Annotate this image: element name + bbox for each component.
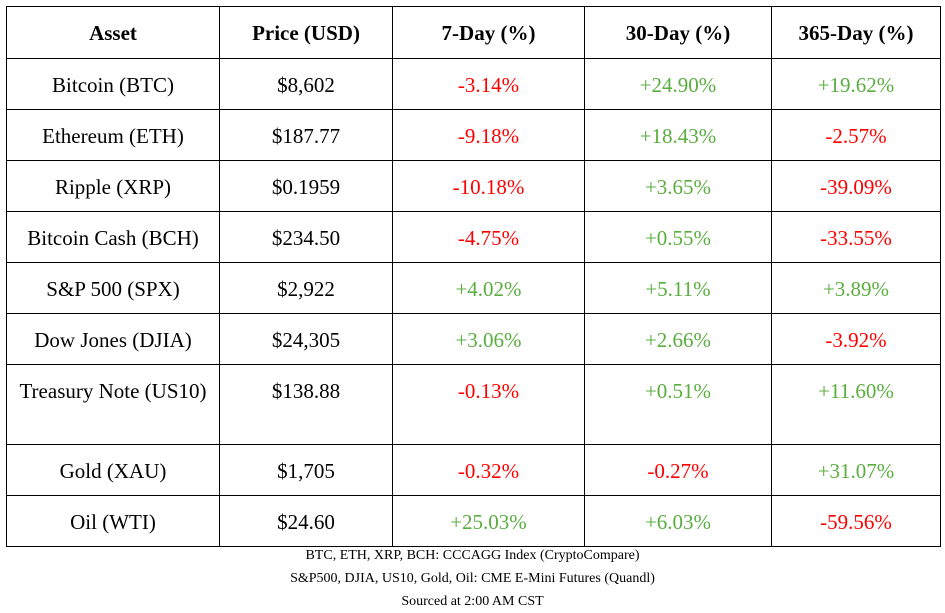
table-row: Dow Jones (DJIA) $24,305 +3.06% +2.66% -…: [6, 313, 941, 365]
change-365-day-cell: +3.89%: [771, 262, 941, 314]
change-365-day-cell: +31.07%: [771, 444, 941, 496]
performance-table-wrapper: Asset Price (USD) 7-Day (%) 30-Day (%) 3…: [6, 6, 941, 547]
price-cell: $2,922: [219, 262, 393, 314]
change-365-day-cell: -3.92%: [771, 313, 941, 365]
header-30-day: 30-Day (%): [584, 6, 772, 59]
table-row: Treasury Note (US10) $138.88 -0.13% +0.5…: [6, 364, 941, 445]
header-asset: Asset: [6, 6, 220, 59]
asset-cell: Bitcoin (BTC): [6, 58, 220, 110]
change-365-day-cell: -33.55%: [771, 211, 941, 263]
asset-cell: Ripple (XRP): [6, 160, 220, 212]
price-cell: $24,305: [219, 313, 393, 365]
change-30-day-cell: +24.90%: [584, 58, 772, 110]
price-cell: $0.1959: [219, 160, 393, 212]
change-365-day-cell: -2.57%: [771, 109, 941, 161]
change-30-day-cell: -0.27%: [584, 444, 772, 496]
price-cell: $234.50: [219, 211, 393, 263]
table-row: S&P 500 (SPX) $2,922 +4.02% +5.11% +3.89…: [6, 262, 941, 314]
change-7-day-cell: -0.32%: [392, 444, 585, 496]
change-7-day-cell: -10.18%: [392, 160, 585, 212]
asset-cell: Ethereum (ETH): [6, 109, 220, 161]
table-row: Bitcoin Cash (BCH) $234.50 -4.75% +0.55%…: [6, 211, 941, 263]
price-cell: $1,705: [219, 444, 393, 496]
change-365-day-cell: +11.60%: [771, 364, 941, 445]
change-7-day-cell: -4.75%: [392, 211, 585, 263]
price-cell: $187.77: [219, 109, 393, 161]
change-7-day-cell: +3.06%: [392, 313, 585, 365]
price-cell: $24.60: [219, 495, 393, 547]
price-cell: $138.88: [219, 364, 393, 445]
change-7-day-cell: -9.18%: [392, 109, 585, 161]
change-30-day-cell: +0.51%: [584, 364, 772, 445]
change-365-day-cell: -59.56%: [771, 495, 941, 547]
change-30-day-cell: +5.11%: [584, 262, 772, 314]
change-7-day-cell: -3.14%: [392, 58, 585, 110]
source-notes: BTC, ETH, XRP, BCH: CCCAGG Index (Crypto…: [0, 544, 945, 613]
change-7-day-cell: +25.03%: [392, 495, 585, 547]
source-note-futures: S&P500, DJIA, US10, Gold, Oil: CME E-Min…: [290, 571, 655, 586]
asset-cell: Gold (XAU): [6, 444, 220, 496]
table-row: Ripple (XRP) $0.1959 -10.18% +3.65% -39.…: [6, 160, 941, 212]
asset-cell: Dow Jones (DJIA): [6, 313, 220, 365]
source-note-crypto: BTC, ETH, XRP, BCH: CCCAGG Index (Crypto…: [305, 548, 640, 563]
change-30-day-cell: +0.55%: [584, 211, 772, 263]
change-30-day-cell: +3.65%: [584, 160, 772, 212]
header-365-day: 365-Day (%): [771, 6, 941, 59]
table-row: Bitcoin (BTC) $8,602 -3.14% +24.90% +19.…: [6, 58, 941, 110]
change-365-day-cell: -39.09%: [771, 160, 941, 212]
header-price: Price (USD): [219, 6, 393, 59]
asset-cell: Oil (WTI): [6, 495, 220, 547]
table-row: Gold (XAU) $1,705 -0.32% -0.27% +31.07%: [6, 444, 941, 496]
asset-cell: Treasury Note (US10): [6, 364, 220, 445]
asset-cell: Bitcoin Cash (BCH): [6, 211, 220, 263]
change-365-day-cell: +19.62%: [771, 58, 941, 110]
price-cell: $8,602: [219, 58, 393, 110]
performance-table: Asset Price (USD) 7-Day (%) 30-Day (%) 3…: [6, 6, 941, 547]
asset-cell: S&P 500 (SPX): [6, 262, 220, 314]
header-7-day: 7-Day (%): [392, 6, 585, 59]
table-row: Ethereum (ETH) $187.77 -9.18% +18.43% -2…: [6, 109, 941, 161]
table-row: Oil (WTI) $24.60 +25.03% +6.03% -59.56%: [6, 495, 941, 547]
change-30-day-cell: +18.43%: [584, 109, 772, 161]
source-note-timestamp: Sourced at 2:00 AM CST: [401, 594, 544, 609]
change-7-day-cell: +4.02%: [392, 262, 585, 314]
change-30-day-cell: +6.03%: [584, 495, 772, 547]
change-30-day-cell: +2.66%: [584, 313, 772, 365]
header-row: Asset Price (USD) 7-Day (%) 30-Day (%) 3…: [6, 6, 941, 59]
change-7-day-cell: -0.13%: [392, 364, 585, 445]
